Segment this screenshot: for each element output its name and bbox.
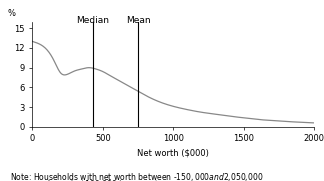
Text: Mean: Mean <box>126 16 150 25</box>
Text: are shown in $100,000 increments: are shown in $100,000 increments <box>10 179 162 181</box>
Text: Median: Median <box>76 16 110 25</box>
Text: Note: Households with net worth between -$150,000 and $2,050,000: Note: Households with net worth between … <box>10 171 263 181</box>
X-axis label: Net worth ($000): Net worth ($000) <box>137 149 209 158</box>
Text: %: % <box>7 9 15 18</box>
